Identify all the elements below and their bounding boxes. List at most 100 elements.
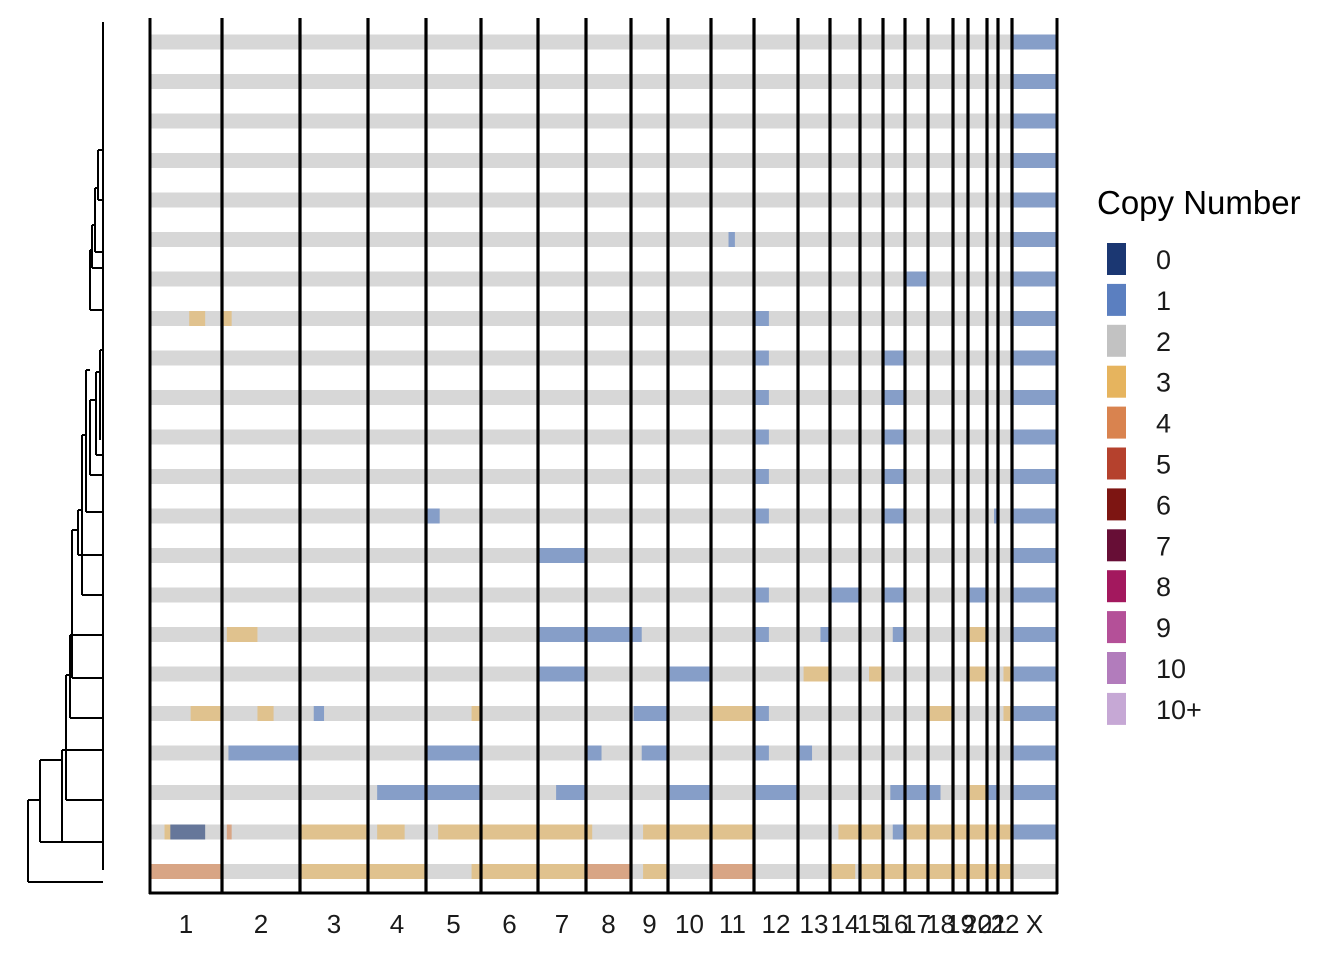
cell-segment bbox=[631, 34, 668, 50]
cell-segment bbox=[586, 34, 631, 50]
cell-segment bbox=[586, 824, 631, 840]
cell-segment bbox=[830, 350, 860, 366]
cell-segment bbox=[586, 232, 631, 247]
cell-segment bbox=[631, 548, 668, 563]
cell-segment bbox=[860, 785, 883, 800]
cell-segment bbox=[798, 113, 830, 129]
cell-segment bbox=[968, 706, 987, 721]
cell-segment bbox=[987, 429, 998, 445]
cell-segment bbox=[998, 153, 1012, 168]
cell-segment bbox=[222, 113, 300, 129]
cell-segment bbox=[711, 627, 754, 642]
cell-segment bbox=[905, 469, 928, 484]
cell-segment bbox=[798, 153, 830, 168]
cell-segment bbox=[631, 508, 668, 524]
legend-swatch bbox=[1107, 406, 1126, 439]
cell-segment bbox=[928, 745, 953, 761]
cell-segment bbox=[586, 864, 631, 879]
cell-segment bbox=[1012, 271, 1057, 287]
cell-segment bbox=[538, 153, 586, 168]
cell-segment bbox=[300, 587, 368, 603]
cell-segment bbox=[481, 153, 538, 168]
cell-segment bbox=[968, 824, 987, 840]
cell-segment bbox=[860, 232, 883, 247]
cell-segment bbox=[987, 548, 998, 563]
x-tick-label: 12 bbox=[762, 909, 791, 939]
cell-segment bbox=[368, 706, 426, 721]
legend-label: 8 bbox=[1156, 572, 1171, 602]
cell-segment bbox=[860, 271, 883, 287]
cell-segment bbox=[368, 864, 426, 879]
legend-swatch bbox=[1107, 611, 1126, 644]
cell-segment bbox=[953, 469, 968, 484]
cell-segment bbox=[905, 864, 928, 879]
cell-segment bbox=[300, 745, 368, 761]
cell-segment bbox=[998, 469, 1012, 484]
cell-segment bbox=[928, 706, 953, 721]
cell-segment bbox=[830, 706, 860, 721]
cell-segment bbox=[905, 350, 928, 366]
cell-segment bbox=[987, 232, 998, 247]
legend-title: Copy Number bbox=[1097, 184, 1301, 221]
cell-segment bbox=[905, 311, 928, 326]
cell-segment bbox=[300, 232, 368, 247]
legend-label: 9 bbox=[1156, 613, 1171, 643]
cell-segment bbox=[438, 824, 481, 840]
cell-segment bbox=[987, 745, 998, 761]
cell-segment bbox=[711, 666, 754, 682]
cell-segment bbox=[222, 508, 300, 524]
cell-segment bbox=[300, 469, 368, 484]
cell-segment bbox=[222, 666, 300, 682]
cell-segment bbox=[711, 864, 754, 879]
cell-segment bbox=[968, 429, 987, 445]
cell-segment bbox=[860, 864, 883, 879]
cell-segment bbox=[538, 706, 586, 721]
cell-segment bbox=[754, 508, 769, 524]
cell-segment bbox=[300, 824, 368, 840]
cell-segment bbox=[1012, 666, 1057, 682]
cell-segment bbox=[222, 548, 300, 563]
legend-label: 1 bbox=[1156, 286, 1171, 316]
legend-label: 0 bbox=[1156, 245, 1171, 275]
cell-segment bbox=[631, 74, 668, 89]
cell-segment bbox=[538, 745, 586, 761]
cell-segment bbox=[481, 34, 538, 50]
legend-label: 3 bbox=[1156, 368, 1171, 398]
cell-segment bbox=[905, 232, 928, 247]
legend-label: 5 bbox=[1156, 450, 1171, 480]
cell-segment bbox=[426, 232, 481, 247]
cell-segment bbox=[222, 34, 300, 50]
cell-segment bbox=[222, 824, 300, 840]
cell-segment bbox=[968, 508, 987, 524]
cell-segment bbox=[538, 271, 586, 287]
cell-segment bbox=[987, 666, 998, 682]
cell-segment bbox=[481, 271, 538, 287]
cell-segment bbox=[226, 627, 258, 642]
cell-segment bbox=[711, 706, 754, 721]
cell-segment bbox=[426, 706, 481, 721]
x-tick-label: 17 bbox=[902, 909, 931, 939]
legend-swatch bbox=[1107, 365, 1126, 398]
cell-segment bbox=[928, 350, 953, 366]
cell-segment bbox=[860, 113, 883, 129]
cell-segment bbox=[481, 785, 538, 800]
cell-segment bbox=[1012, 824, 1057, 840]
cell-segment bbox=[754, 587, 769, 603]
cell-segment bbox=[538, 113, 586, 129]
cell-segment bbox=[998, 271, 1012, 287]
cell-segment bbox=[968, 113, 987, 129]
cell-segment bbox=[1012, 153, 1057, 168]
cell-segment bbox=[711, 192, 754, 208]
cell-segment bbox=[711, 311, 754, 326]
cell-segment bbox=[883, 429, 905, 445]
cell-segment bbox=[300, 350, 368, 366]
cell-segment bbox=[368, 587, 426, 603]
cell-segment bbox=[586, 429, 631, 445]
cell-segment bbox=[798, 271, 830, 287]
cell-segment bbox=[1012, 627, 1057, 642]
cell-segment bbox=[711, 34, 754, 50]
cell-segment bbox=[300, 390, 368, 405]
cell-segment bbox=[968, 785, 987, 800]
cell-segment bbox=[668, 666, 711, 682]
